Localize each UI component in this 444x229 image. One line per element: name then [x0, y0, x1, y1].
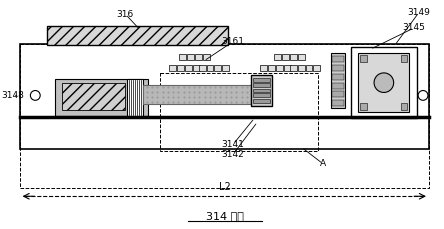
Text: 314 背面: 314 背面 — [206, 211, 244, 221]
Text: 3149: 3149 — [408, 8, 431, 17]
Bar — [253, 99, 270, 103]
Bar — [253, 93, 270, 97]
Bar — [222, 65, 229, 71]
Bar — [253, 89, 270, 93]
Text: 3142: 3142 — [222, 150, 245, 159]
Bar — [62, 83, 125, 110]
Bar — [268, 65, 275, 71]
Bar — [199, 65, 206, 71]
Text: A: A — [320, 159, 326, 169]
Bar — [179, 54, 186, 60]
Bar — [177, 65, 184, 71]
Bar — [253, 83, 270, 87]
Bar — [253, 78, 270, 82]
Bar — [332, 56, 344, 62]
Bar — [187, 54, 194, 60]
Text: L2: L2 — [219, 182, 231, 192]
Bar — [332, 92, 344, 97]
Bar — [127, 79, 143, 116]
Bar — [47, 26, 228, 46]
Bar — [195, 54, 202, 60]
Bar — [170, 65, 176, 71]
Bar — [332, 74, 344, 80]
Bar — [297, 65, 305, 71]
Bar — [20, 44, 429, 188]
Bar — [20, 44, 429, 149]
Bar — [276, 65, 283, 71]
Text: 316: 316 — [117, 10, 134, 19]
Bar — [297, 54, 305, 60]
Bar — [313, 65, 320, 71]
Bar — [332, 83, 344, 89]
Bar — [400, 55, 407, 62]
Bar — [55, 79, 148, 116]
Circle shape — [374, 73, 394, 93]
Bar — [274, 54, 281, 60]
Bar — [143, 85, 251, 104]
Bar — [290, 65, 297, 71]
Bar — [332, 100, 344, 106]
Bar — [282, 54, 289, 60]
Bar — [214, 65, 221, 71]
Circle shape — [30, 90, 40, 100]
Bar — [400, 103, 407, 110]
Bar — [361, 55, 367, 62]
Circle shape — [418, 90, 428, 100]
Bar — [290, 54, 297, 60]
Text: 3141: 3141 — [222, 140, 245, 149]
Bar — [284, 65, 291, 71]
Bar — [351, 47, 417, 118]
Bar — [203, 54, 210, 60]
Bar — [361, 103, 367, 110]
Bar — [251, 75, 272, 106]
Bar — [358, 53, 409, 112]
Bar — [185, 65, 192, 71]
Text: 3161: 3161 — [222, 37, 245, 46]
Bar — [261, 65, 267, 71]
Bar — [305, 65, 313, 71]
Bar — [332, 65, 344, 71]
Bar — [193, 65, 200, 71]
Bar — [160, 73, 318, 151]
Bar — [331, 53, 345, 108]
Text: 3145: 3145 — [403, 23, 426, 32]
Text: 3148: 3148 — [1, 91, 24, 100]
Bar — [206, 65, 214, 71]
